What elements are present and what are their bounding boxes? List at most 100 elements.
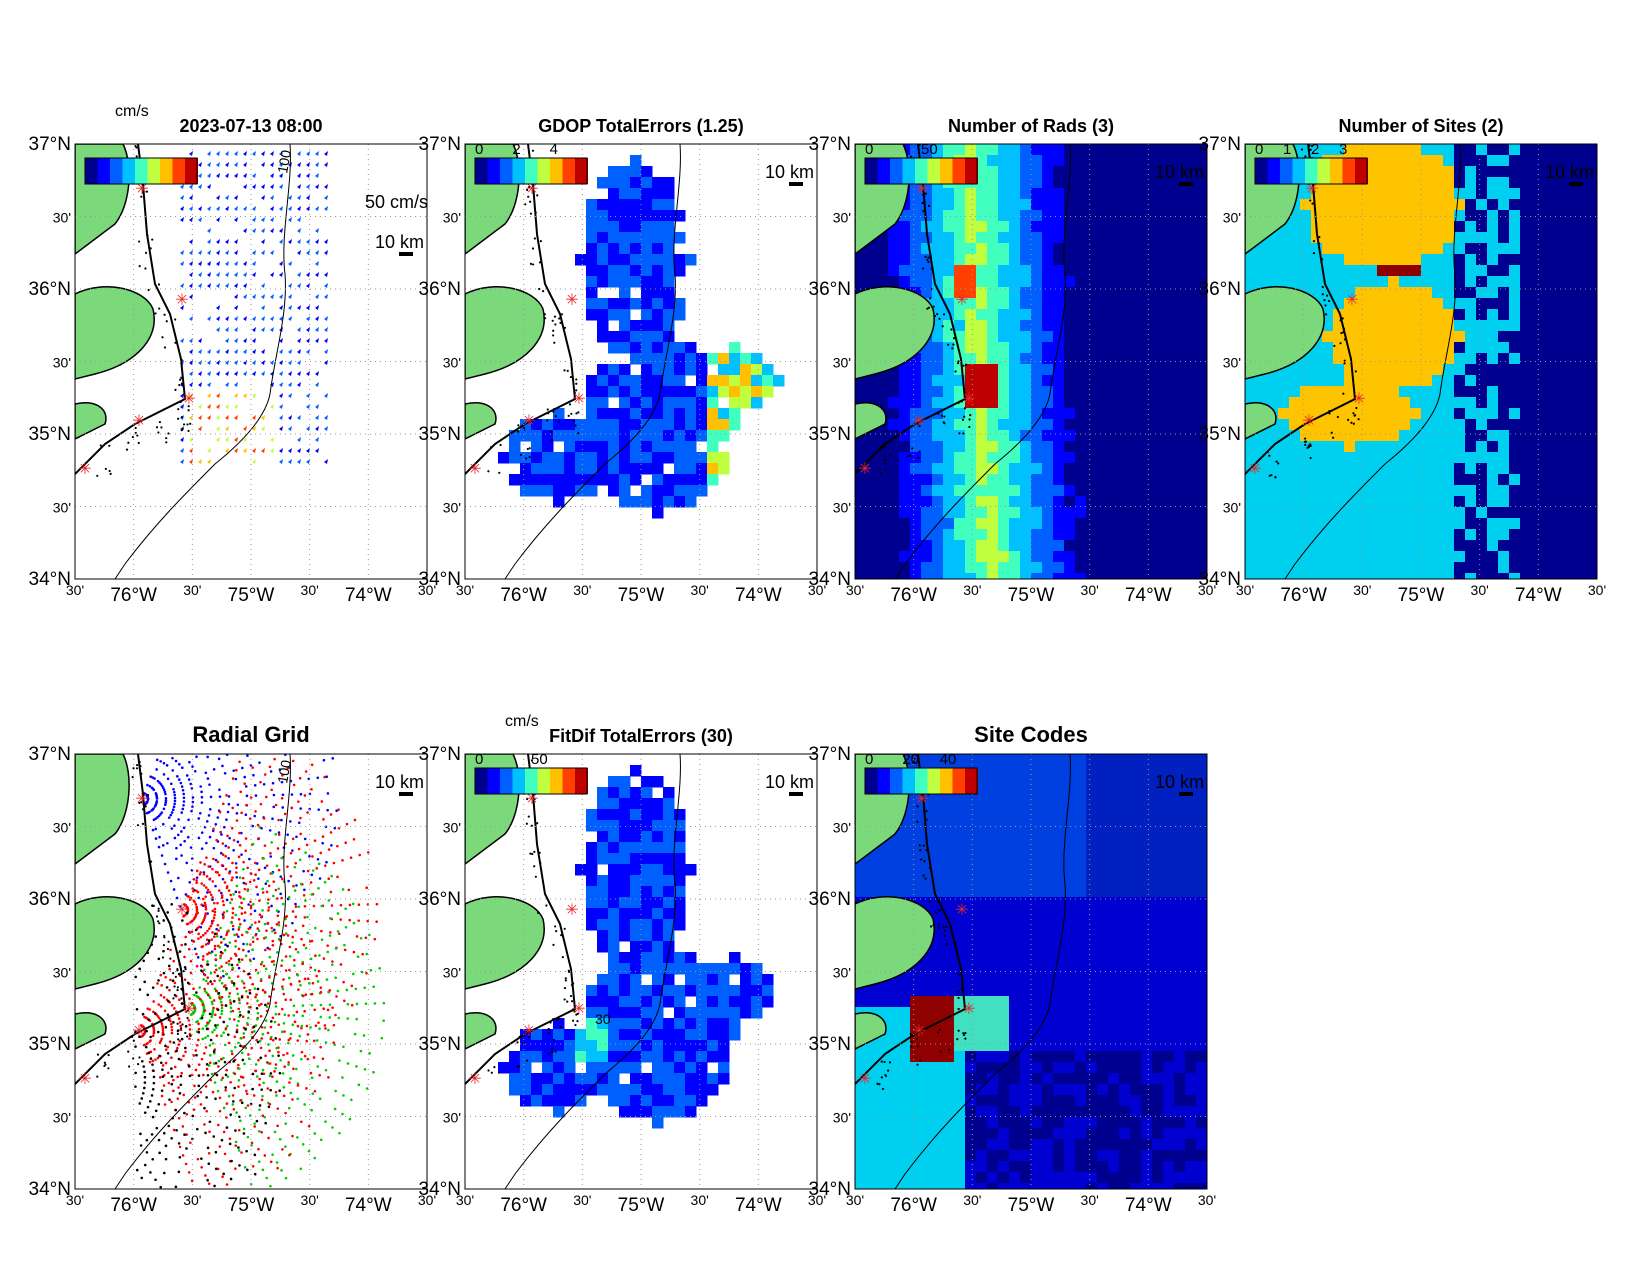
grid-cell — [1575, 265, 1587, 277]
grid-cell — [1141, 551, 1153, 563]
grid-cell — [1053, 155, 1065, 167]
grid-cell — [877, 386, 889, 398]
grid-cell — [1432, 188, 1444, 200]
grid-cell — [1542, 408, 1554, 420]
grid-cell — [1311, 430, 1323, 442]
grid-cell — [1421, 397, 1433, 409]
radial-grid-point — [237, 855, 241, 859]
grid-cell — [1053, 529, 1065, 541]
grid-cell — [1520, 397, 1532, 409]
lat-tick-label: 34°N — [1199, 569, 1241, 590]
grid-cell — [729, 364, 741, 376]
grid-cell — [1256, 441, 1268, 453]
radial-grid-point — [192, 877, 196, 881]
radial-grid-point — [295, 1067, 298, 1071]
grid-cell — [509, 474, 521, 486]
grid-cell — [1020, 551, 1032, 563]
grid-cell — [1152, 309, 1164, 321]
radial-grid-point — [224, 867, 228, 871]
radial-grid-point — [152, 1031, 156, 1035]
grid-cell — [1586, 342, 1597, 354]
radial-grid-point — [326, 950, 330, 954]
grid-cell — [1509, 573, 1521, 579]
radial-grid-point — [216, 1089, 220, 1093]
grid-cell — [1009, 155, 1021, 167]
grid-cell — [1487, 463, 1499, 475]
grid-cell — [1454, 573, 1466, 579]
radial-grid-point — [193, 1084, 196, 1088]
radial-grid-point — [348, 903, 352, 907]
radial-grid-point — [225, 1068, 228, 1072]
radial-grid-point — [227, 1041, 231, 1045]
grid-cell — [1196, 221, 1207, 233]
radial-grid-point — [170, 1025, 174, 1029]
grid-cell — [976, 518, 988, 530]
grid-cell — [1465, 243, 1477, 255]
radial-grid-point — [164, 803, 167, 807]
radial-grid-point — [204, 931, 207, 935]
lat-tick-label: 30' — [53, 210, 71, 226]
radial-grid-point — [222, 903, 225, 907]
grid-cell — [1322, 408, 1334, 420]
grid-cell — [1454, 397, 1466, 409]
grid-cell — [1575, 166, 1587, 178]
radial-grid-point — [330, 874, 333, 878]
current-vector — [180, 393, 184, 398]
grid-cell — [1108, 452, 1120, 464]
grid-cell — [674, 397, 686, 409]
current-vector — [270, 228, 274, 233]
radial-grid-point — [221, 916, 225, 920]
grid-cell — [1399, 298, 1411, 310]
radial-grid-point — [235, 1028, 239, 1032]
radial-grid-point — [297, 847, 301, 851]
grid-cell — [1410, 507, 1422, 519]
radial-grid-point — [176, 1097, 180, 1100]
radial-grid-point — [208, 783, 211, 786]
grid-cell — [652, 353, 664, 365]
radial-grid-point — [172, 787, 175, 791]
radial-grid-point — [217, 1059, 221, 1063]
radial-grid-point — [310, 893, 314, 896]
lon-tick-label: 74°W — [735, 585, 782, 606]
current-vector — [279, 272, 283, 277]
grid-cell — [1053, 452, 1065, 464]
grid-cell — [1355, 144, 1367, 156]
current-vector — [306, 316, 310, 321]
radial-grid-point — [202, 1011, 205, 1014]
grid-cell — [718, 353, 730, 365]
grid-cell — [1009, 573, 1021, 579]
radial-grid-point — [283, 812, 287, 816]
grid-cell — [619, 166, 631, 178]
grid-cell — [1542, 353, 1554, 365]
grid-cell — [921, 485, 933, 497]
grid-cell — [1377, 155, 1389, 167]
grid-cell — [888, 276, 900, 288]
radial-grid-point — [306, 869, 310, 873]
radial-grid-point — [212, 857, 215, 861]
grid-cell — [1498, 375, 1510, 387]
current-vector — [279, 239, 283, 244]
current-vector — [207, 239, 211, 244]
grid-cell — [1256, 562, 1268, 574]
grid-cell — [1531, 529, 1543, 541]
radial-grid-point — [280, 959, 284, 962]
radial-grid-point — [237, 1063, 240, 1067]
grid-cell — [1245, 540, 1257, 552]
grid-cell — [1009, 562, 1021, 574]
grid-cell — [1553, 496, 1565, 508]
grid-cell — [652, 188, 664, 200]
grid-cell — [1031, 166, 1043, 178]
radial-grid-point — [166, 1071, 170, 1075]
grid-cell — [1333, 419, 1345, 431]
radial-grid-point — [266, 901, 270, 905]
radial-grid-point — [181, 788, 185, 792]
radial-grid-point — [305, 843, 309, 847]
grid-cell — [564, 474, 576, 486]
current-vector — [261, 228, 265, 233]
radial-grid-point — [271, 1016, 275, 1020]
grid-cell — [1553, 452, 1565, 464]
radial-grid-point — [161, 1064, 165, 1067]
radial-grid-point — [163, 1103, 167, 1106]
grid-cell — [1185, 298, 1197, 310]
grid-cell — [954, 496, 966, 508]
